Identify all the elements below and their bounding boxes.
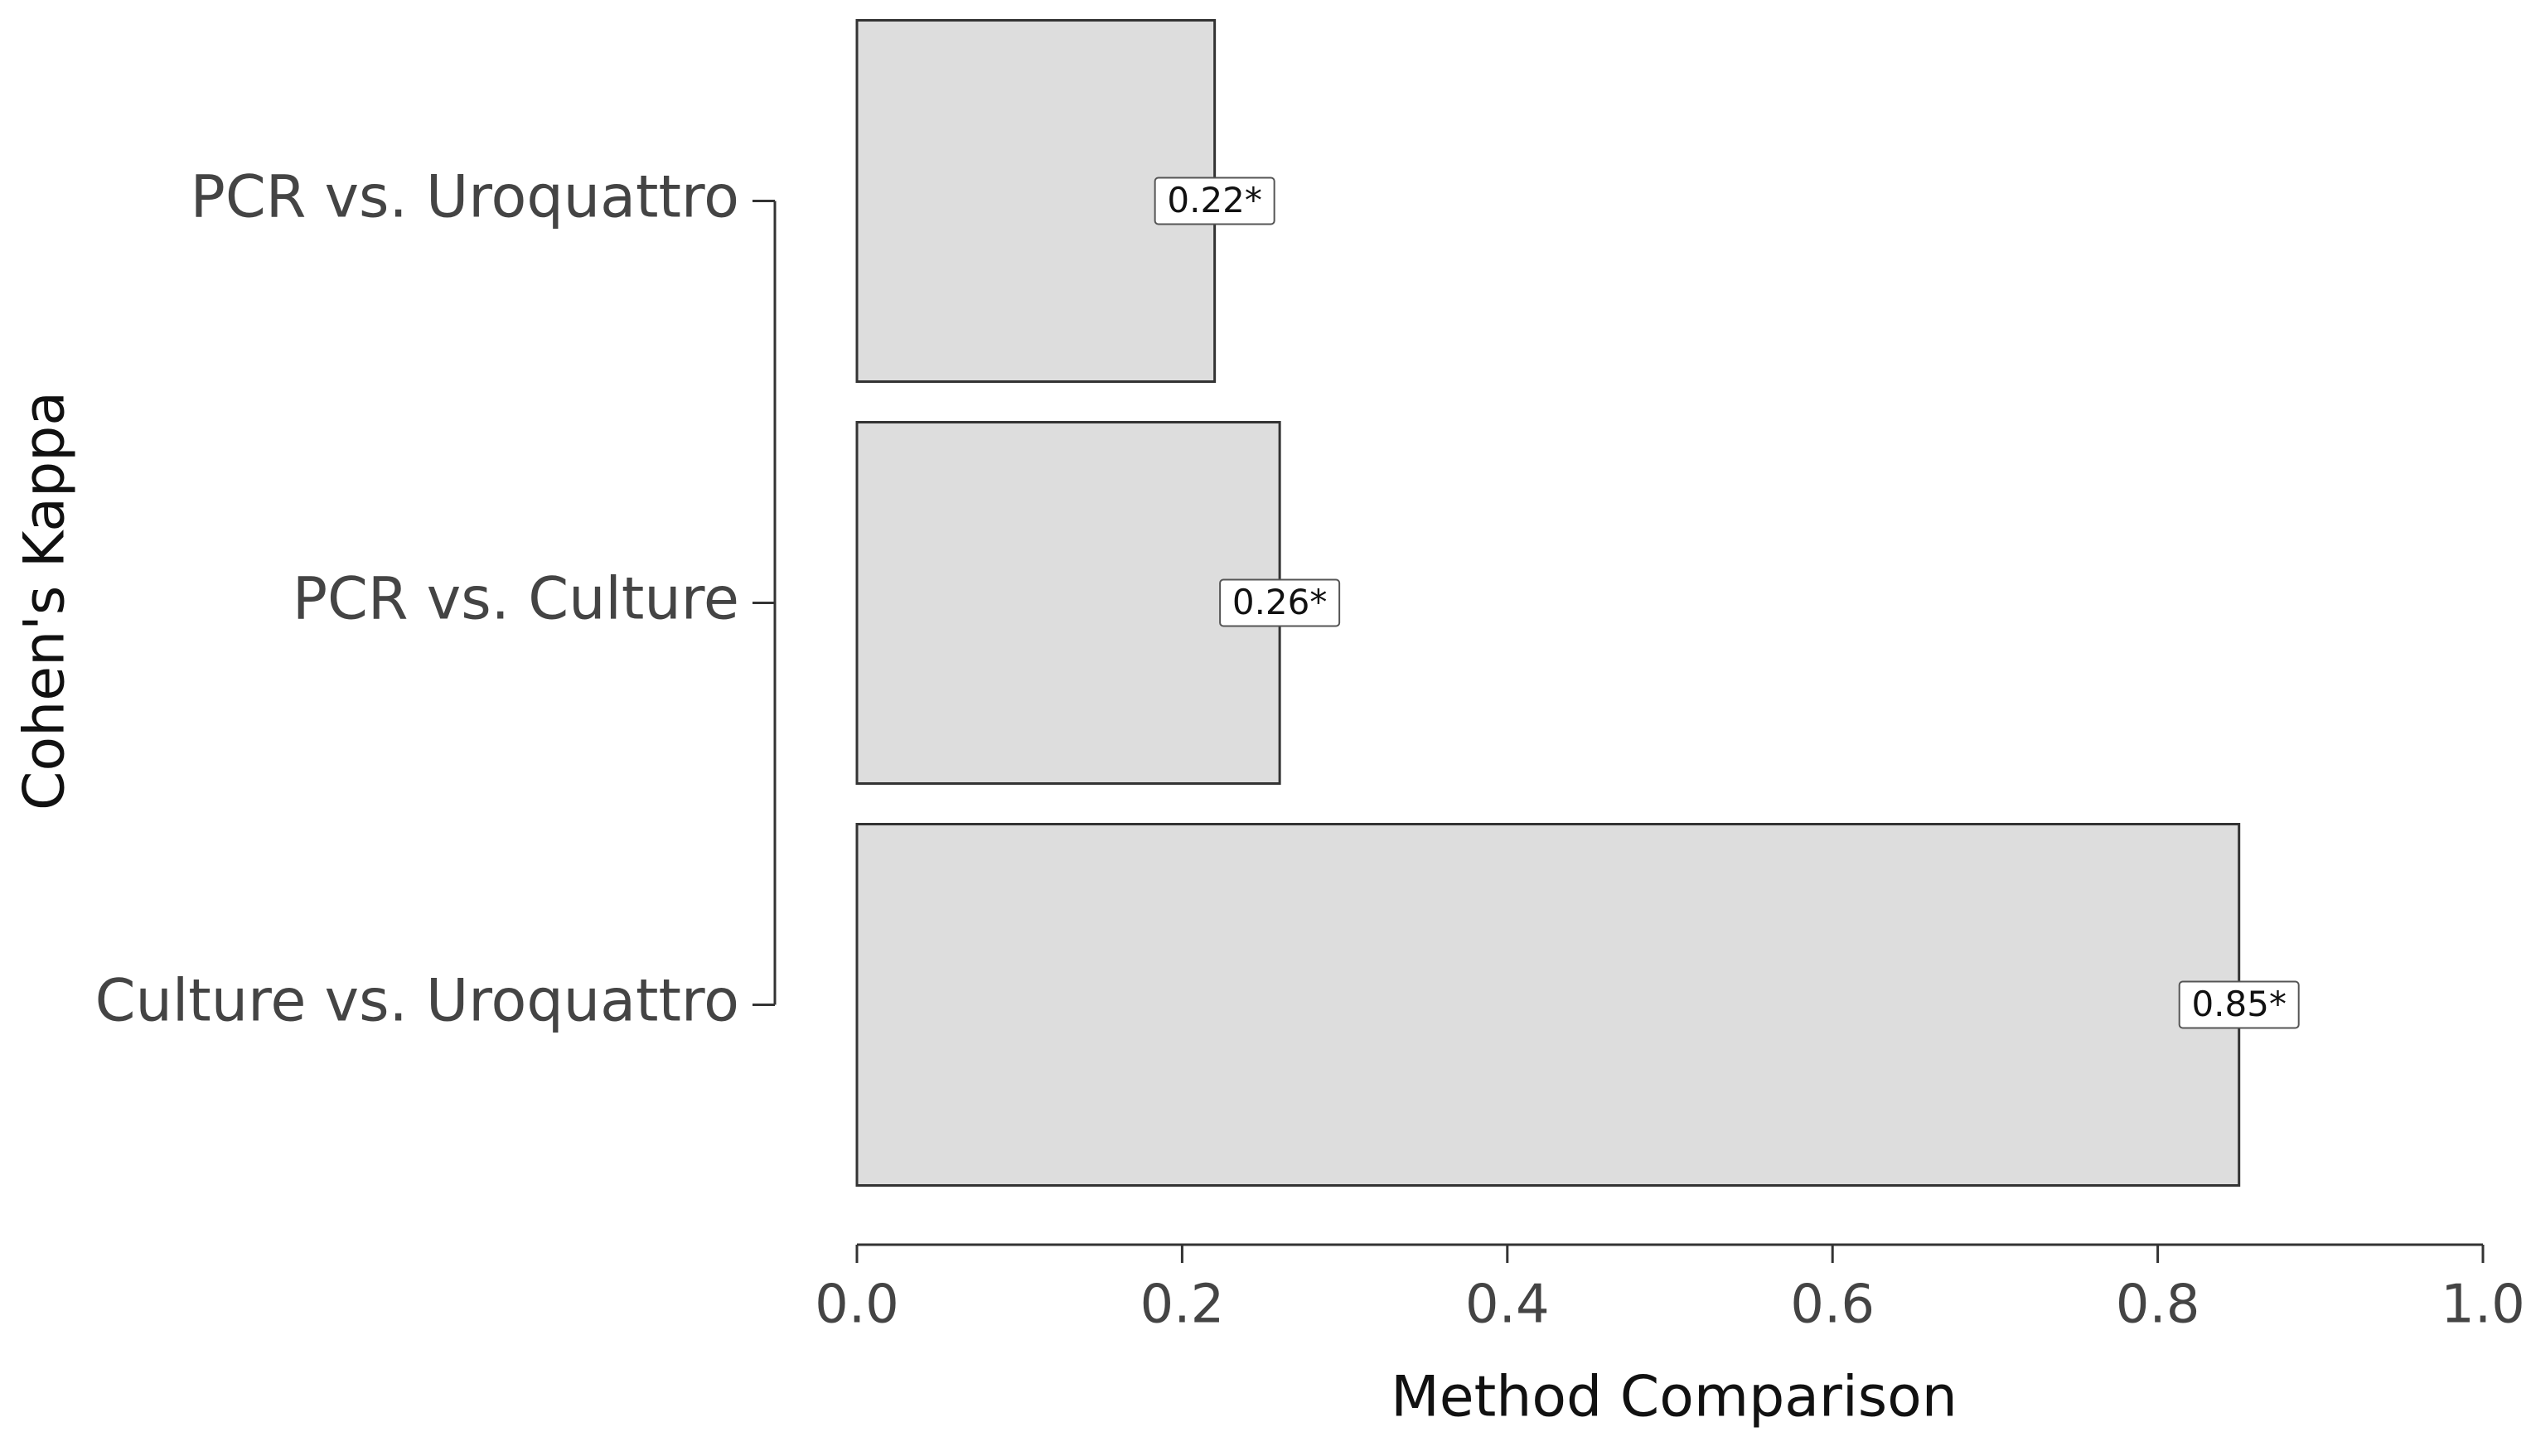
x-axis-title: Method Comparison	[1391, 1365, 1958, 1430]
value-label-box	[2178, 980, 2300, 1029]
x-tick-label: 1.0	[2441, 1275, 2525, 1336]
y-axis-title: Cohen's Kappa	[12, 391, 78, 810]
x-tick-label: 0.4	[1465, 1275, 1550, 1336]
x-tick-label: 0.2	[1140, 1275, 1225, 1336]
x-tick-label: 0.0	[815, 1275, 899, 1336]
bar	[855, 421, 1281, 785]
x-tick-label: 0.8	[2116, 1275, 2200, 1336]
value-label: 0.26*	[1232, 582, 1328, 622]
y-tick-label: Culture vs. Uroquattro	[95, 967, 739, 1035]
x-tick-label: 0.6	[1790, 1275, 1875, 1336]
value-label: 0.22*	[1167, 180, 1262, 220]
value-label-box	[1154, 177, 1275, 225]
value-label-box	[1219, 578, 1341, 627]
y-tick-label: PCR vs. Uroquattro	[191, 163, 739, 231]
value-label: 0.85*	[2191, 984, 2287, 1024]
bar	[855, 823, 2241, 1187]
y-tick-label: PCR vs. Culture	[293, 565, 739, 633]
